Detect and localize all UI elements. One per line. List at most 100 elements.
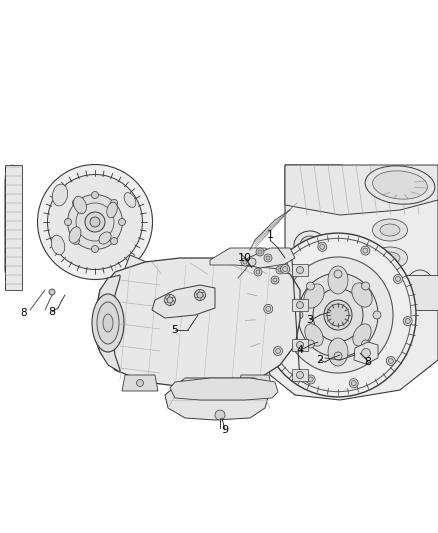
Ellipse shape: [72, 199, 79, 206]
Text: 2: 2: [316, 355, 324, 365]
Ellipse shape: [318, 243, 327, 251]
Ellipse shape: [49, 289, 55, 295]
Ellipse shape: [295, 311, 303, 319]
Ellipse shape: [307, 340, 314, 348]
Ellipse shape: [403, 317, 412, 326]
Ellipse shape: [110, 199, 117, 206]
Ellipse shape: [264, 254, 272, 262]
Ellipse shape: [393, 274, 403, 284]
Ellipse shape: [363, 248, 368, 253]
Ellipse shape: [297, 342, 304, 349]
Ellipse shape: [405, 270, 435, 310]
Ellipse shape: [362, 340, 370, 348]
Polygon shape: [94, 258, 300, 387]
Text: 10: 10: [238, 253, 252, 263]
Ellipse shape: [276, 349, 280, 353]
Ellipse shape: [361, 349, 371, 358]
Ellipse shape: [260, 233, 416, 397]
Ellipse shape: [380, 280, 400, 292]
Ellipse shape: [276, 266, 284, 274]
Ellipse shape: [191, 390, 198, 397]
Ellipse shape: [215, 410, 225, 420]
Ellipse shape: [372, 275, 407, 297]
Ellipse shape: [353, 324, 371, 346]
Polygon shape: [210, 248, 290, 270]
Ellipse shape: [320, 244, 325, 249]
Ellipse shape: [254, 268, 262, 276]
Ellipse shape: [258, 250, 262, 254]
Ellipse shape: [273, 346, 283, 356]
Ellipse shape: [69, 227, 81, 243]
Ellipse shape: [373, 171, 427, 199]
Ellipse shape: [266, 256, 270, 260]
Ellipse shape: [92, 294, 124, 352]
Ellipse shape: [67, 195, 123, 249]
Ellipse shape: [165, 295, 176, 305]
Polygon shape: [165, 378, 270, 420]
Text: 9: 9: [222, 425, 229, 435]
Ellipse shape: [380, 252, 400, 264]
Ellipse shape: [92, 246, 99, 253]
Ellipse shape: [271, 276, 279, 284]
Ellipse shape: [380, 308, 400, 320]
Ellipse shape: [349, 379, 358, 387]
Ellipse shape: [362, 282, 370, 290]
Polygon shape: [292, 299, 308, 311]
Ellipse shape: [306, 241, 314, 249]
Ellipse shape: [283, 257, 393, 373]
Ellipse shape: [389, 358, 393, 364]
Ellipse shape: [324, 300, 352, 330]
Ellipse shape: [97, 302, 119, 344]
Text: 4: 4: [297, 345, 304, 355]
Ellipse shape: [405, 319, 410, 324]
Ellipse shape: [328, 338, 348, 366]
Polygon shape: [248, 248, 295, 268]
Ellipse shape: [90, 217, 100, 227]
Ellipse shape: [372, 303, 407, 325]
Polygon shape: [400, 275, 438, 310]
Polygon shape: [152, 285, 215, 318]
Ellipse shape: [47, 174, 142, 270]
Ellipse shape: [331, 308, 345, 322]
Polygon shape: [125, 255, 175, 285]
Polygon shape: [5, 165, 22, 290]
Polygon shape: [292, 369, 308, 381]
Ellipse shape: [53, 184, 67, 206]
Text: 8: 8: [364, 357, 371, 367]
Ellipse shape: [278, 268, 282, 272]
Ellipse shape: [256, 248, 264, 256]
Ellipse shape: [298, 273, 378, 357]
Ellipse shape: [194, 289, 205, 301]
Polygon shape: [265, 165, 438, 400]
Ellipse shape: [283, 266, 288, 272]
Ellipse shape: [365, 166, 435, 204]
Ellipse shape: [327, 304, 349, 326]
Ellipse shape: [72, 238, 79, 245]
Ellipse shape: [243, 260, 247, 264]
Ellipse shape: [264, 304, 273, 313]
Ellipse shape: [167, 297, 173, 303]
Ellipse shape: [251, 379, 258, 386]
Polygon shape: [285, 165, 438, 215]
Ellipse shape: [124, 192, 136, 207]
Ellipse shape: [256, 270, 260, 274]
Ellipse shape: [352, 283, 372, 307]
Polygon shape: [177, 385, 213, 401]
Text: 1: 1: [266, 230, 273, 240]
Polygon shape: [292, 339, 308, 351]
Ellipse shape: [308, 377, 313, 382]
Ellipse shape: [351, 381, 356, 386]
Ellipse shape: [328, 266, 348, 294]
Ellipse shape: [248, 258, 256, 266]
Polygon shape: [170, 378, 278, 400]
Ellipse shape: [306, 375, 315, 384]
Polygon shape: [238, 375, 272, 391]
Ellipse shape: [266, 306, 271, 311]
Ellipse shape: [197, 292, 203, 298]
Ellipse shape: [107, 202, 117, 218]
Ellipse shape: [396, 277, 400, 281]
Polygon shape: [94, 275, 120, 372]
Ellipse shape: [85, 212, 105, 232]
Polygon shape: [292, 264, 308, 276]
Text: 8: 8: [21, 308, 27, 318]
